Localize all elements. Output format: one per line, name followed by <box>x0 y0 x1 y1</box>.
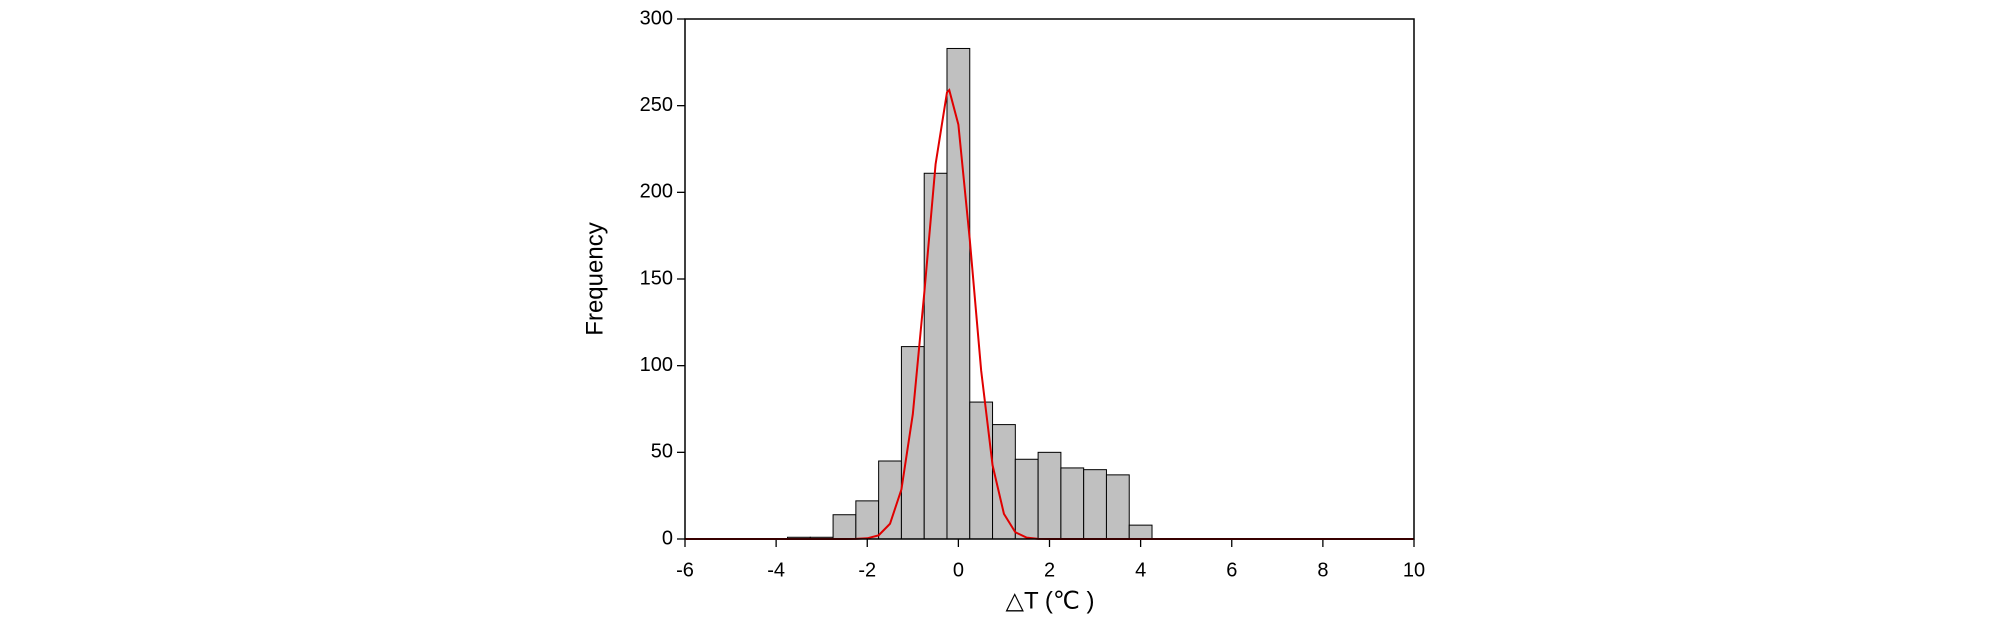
y-tick-label: 150 <box>640 267 673 289</box>
y-axis-label: Frequency <box>581 222 608 335</box>
plot-frame <box>684 18 1415 540</box>
bar <box>832 514 857 540</box>
bar <box>1105 474 1130 540</box>
bar <box>1037 451 1062 540</box>
bar <box>900 346 925 540</box>
x-tick-label: 0 <box>953 559 964 581</box>
bar <box>1014 458 1039 540</box>
y-tick-label: 300 <box>640 7 673 29</box>
x-tick-label: 4 <box>1135 559 1146 581</box>
x-tick-label: 10 <box>1403 559 1425 581</box>
x-axis-label: △T (℃ ) <box>1006 587 1095 614</box>
bar <box>1128 524 1153 540</box>
y-tick-label: 50 <box>651 441 673 463</box>
x-tick-label: -6 <box>676 559 694 581</box>
x-tick-label: 8 <box>1317 559 1328 581</box>
y-tick-label: 250 <box>640 94 673 116</box>
y-tick-label: 100 <box>640 354 673 376</box>
x-tick-label: 6 <box>1226 559 1237 581</box>
y-tick-label: 0 <box>662 527 673 549</box>
bar <box>923 172 948 540</box>
bar <box>1083 469 1107 540</box>
bar <box>855 500 880 540</box>
x-tick-label: -2 <box>858 559 876 581</box>
x-tick-label: -4 <box>767 559 785 581</box>
y-tick-label: 200 <box>640 181 673 203</box>
bar <box>969 401 994 540</box>
x-tick-label: 2 <box>1044 559 1055 581</box>
bar <box>1060 467 1085 540</box>
